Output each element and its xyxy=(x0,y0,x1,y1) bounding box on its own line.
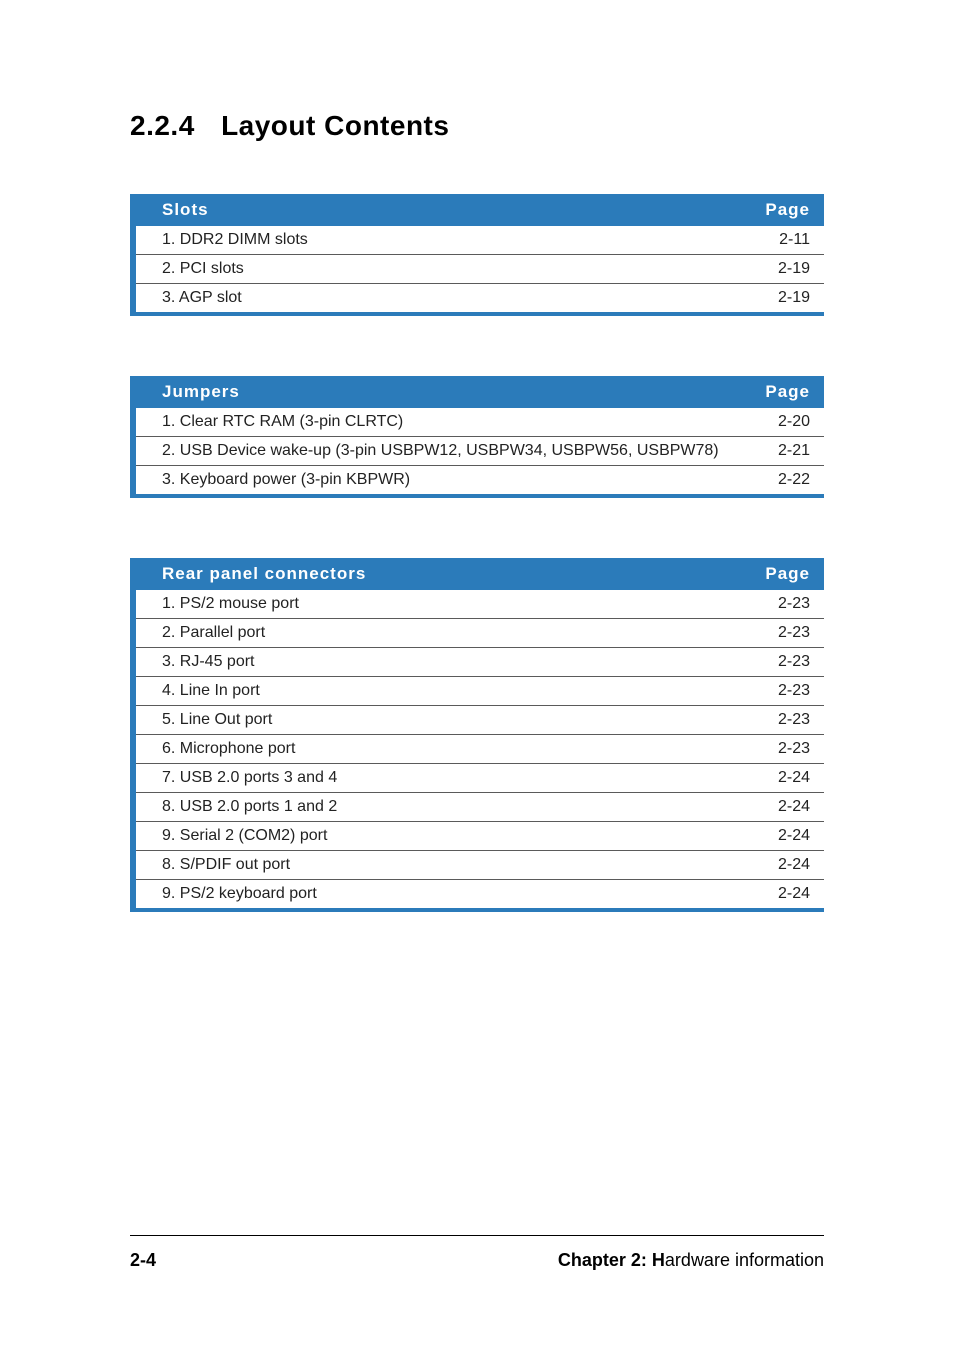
row-label: 2. PCI slots xyxy=(133,255,610,284)
row-label: 1. PS/2 mouse port xyxy=(133,590,648,619)
row-page: 2-24 xyxy=(648,880,824,911)
section-heading: 2.2.4 Layout Contents xyxy=(130,110,824,142)
row-label: 3. AGP slot xyxy=(133,284,610,315)
table-row: 1. DDR2 DIMM slots2-11 xyxy=(133,226,824,255)
table-row: 2. USB Device wake-up (3-pin USBPW12, US… xyxy=(133,437,824,466)
row-page: 2-22 xyxy=(739,466,824,497)
table-row: 8. S/PDIF out port2-24 xyxy=(133,851,824,880)
table-row: 1. PS/2 mouse port2-23 xyxy=(133,590,824,619)
rear-panel-table: Rear panel connectors Page 1. PS/2 mouse… xyxy=(130,558,824,912)
row-page: 2-19 xyxy=(610,255,824,284)
row-label: 1. DDR2 DIMM slots xyxy=(133,226,610,255)
footer-page-number: 2-4 xyxy=(130,1250,156,1271)
row-page: 2-20 xyxy=(739,408,824,437)
row-page: 2-23 xyxy=(648,677,824,706)
row-page: 2-23 xyxy=(648,619,824,648)
table-header-right: Page xyxy=(648,558,824,590)
row-page: 2-23 xyxy=(648,590,824,619)
section-title: Layout Contents xyxy=(221,110,449,141)
footer-chapter: Chapter 2: Hardware information xyxy=(558,1250,824,1271)
table-header-right: Page xyxy=(739,376,824,408)
table-header-left: Rear panel connectors xyxy=(133,558,648,590)
row-label: 9. PS/2 keyboard port xyxy=(133,880,648,911)
row-label: 8. S/PDIF out port xyxy=(133,851,648,880)
table-row: 3. AGP slot2-19 xyxy=(133,284,824,315)
row-label: 2. USB Device wake-up (3-pin USBPW12, US… xyxy=(133,437,739,466)
table-row: 9. PS/2 keyboard port2-24 xyxy=(133,880,824,911)
row-label: 9. Serial 2 (COM2) port xyxy=(133,822,648,851)
footer-chapter-rest: ardware information xyxy=(665,1250,824,1270)
footer-chapter-label: Chapter 2: H xyxy=(558,1250,665,1270)
page-footer: 2-4 Chapter 2: Hardware information xyxy=(130,1235,824,1271)
row-page: 2-23 xyxy=(648,735,824,764)
table-header-left: Jumpers xyxy=(133,376,739,408)
table-row: 5. Line Out port2-23 xyxy=(133,706,824,735)
row-page: 2-24 xyxy=(648,793,824,822)
row-page: 2-19 xyxy=(610,284,824,315)
row-page: 2-24 xyxy=(648,822,824,851)
row-label: 2. Parallel port xyxy=(133,619,648,648)
table-row: 4. Line In port2-23 xyxy=(133,677,824,706)
slots-table: Slots Page 1. DDR2 DIMM slots2-11 2. PCI… xyxy=(130,194,824,316)
jumpers-table: Jumpers Page 1. Clear RTC RAM (3-pin CLR… xyxy=(130,376,824,498)
table-row: 6. Microphone port2-23 xyxy=(133,735,824,764)
row-page: 2-11 xyxy=(610,226,824,255)
table-row: 8. USB 2.0 ports 1 and 22-24 xyxy=(133,793,824,822)
table-row: 2. Parallel port2-23 xyxy=(133,619,824,648)
table-row: 3. Keyboard power (3-pin KBPWR)2-22 xyxy=(133,466,824,497)
row-label: 1. Clear RTC RAM (3-pin CLRTC) xyxy=(133,408,739,437)
table-row: 7. USB 2.0 ports 3 and 42-24 xyxy=(133,764,824,793)
table-row: 2. PCI slots2-19 xyxy=(133,255,824,284)
row-label: 6. Microphone port xyxy=(133,735,648,764)
table-header-left: Slots xyxy=(133,194,610,226)
row-page: 2-24 xyxy=(648,764,824,793)
row-label: 8. USB 2.0 ports 1 and 2 xyxy=(133,793,648,822)
table-row: 3. RJ-45 port2-23 xyxy=(133,648,824,677)
row-label: 3. Keyboard power (3-pin KBPWR) xyxy=(133,466,739,497)
row-label: 3. RJ-45 port xyxy=(133,648,648,677)
row-label: 7. USB 2.0 ports 3 and 4 xyxy=(133,764,648,793)
table-row: 1. Clear RTC RAM (3-pin CLRTC)2-20 xyxy=(133,408,824,437)
row-label: 4. Line In port xyxy=(133,677,648,706)
row-page: 2-23 xyxy=(648,706,824,735)
row-page: 2-21 xyxy=(739,437,824,466)
row-label: 5. Line Out port xyxy=(133,706,648,735)
row-page: 2-24 xyxy=(648,851,824,880)
table-row: 9. Serial 2 (COM2) port2-24 xyxy=(133,822,824,851)
table-header-right: Page xyxy=(610,194,824,226)
section-number: 2.2.4 xyxy=(130,110,195,141)
row-page: 2-23 xyxy=(648,648,824,677)
